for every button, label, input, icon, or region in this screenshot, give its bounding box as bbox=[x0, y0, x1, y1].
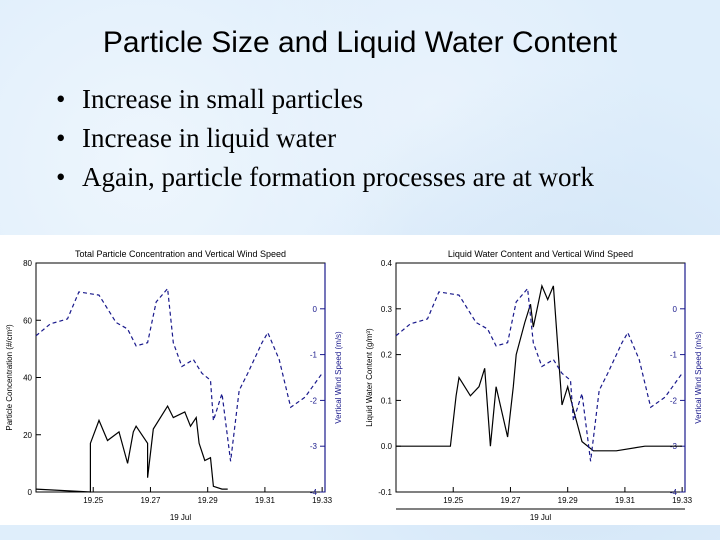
x-tick-label: 19.29 bbox=[558, 496, 579, 505]
x-tick-label: 19.25 bbox=[443, 496, 464, 505]
y2-tick-label: -2 bbox=[670, 396, 678, 405]
x-axis-label: 19 Jul bbox=[530, 513, 552, 522]
y-tick-label: 0.2 bbox=[381, 351, 393, 360]
liquid-water-chart: Liquid Water Content and Vertical Wind S… bbox=[365, 249, 703, 522]
y-tick-label: 80 bbox=[23, 259, 32, 268]
y2-tick-label: -3 bbox=[310, 442, 318, 451]
y2-tick-label: -2 bbox=[310, 396, 318, 405]
y-tick-label: 0.4 bbox=[381, 259, 393, 268]
y-axis-label: Particle Concentration (#/cm³) bbox=[5, 324, 14, 431]
y2-tick-label: 0 bbox=[313, 305, 318, 314]
y2-tick-label: -1 bbox=[310, 351, 318, 360]
x-tick-label: 19.33 bbox=[312, 496, 333, 505]
y2-tick-label: -4 bbox=[310, 488, 318, 497]
plot-frame bbox=[395, 262, 686, 493]
charts-area: Total Particle Concentration and Vertica… bbox=[0, 235, 720, 525]
x-tick-label: 19.31 bbox=[255, 496, 276, 505]
y-axis-label: Liquid Water Content (g/m³) bbox=[365, 328, 374, 427]
y2-axis-label: Vertical Wind Speed (m/s) bbox=[694, 331, 703, 424]
y-tick-label: 0.3 bbox=[381, 305, 393, 314]
y-tick-label: -0.1 bbox=[378, 488, 392, 497]
bullet-item: Increase in liquid water bbox=[50, 119, 594, 158]
bullet-list: Increase in small particles Increase in … bbox=[50, 80, 594, 197]
y2-tick-label: -4 bbox=[670, 488, 678, 497]
wind-speed-line bbox=[35, 287, 323, 462]
slide-title: Particle Size and Liquid Water Content bbox=[102, 26, 618, 59]
x-tick-label: 19.33 bbox=[672, 496, 693, 505]
y-tick-label: 60 bbox=[23, 316, 32, 325]
wind-speed-line bbox=[395, 287, 683, 462]
y2-tick-label: -1 bbox=[670, 351, 678, 360]
chart-title: Liquid Water Content and Vertical Wind S… bbox=[448, 249, 633, 259]
primary-series-line bbox=[396, 283, 683, 452]
x-tick-label: 19.27 bbox=[500, 496, 521, 505]
y-tick-label: 40 bbox=[23, 374, 32, 383]
y2-axis-label: Vertical Wind Speed (m/s) bbox=[334, 331, 343, 424]
x-tick-label: 19.31 bbox=[615, 496, 636, 505]
chart-title: Total Particle Concentration and Vertica… bbox=[75, 249, 286, 259]
bullet-item: Again, particle formation processes are … bbox=[50, 158, 594, 197]
primary-series-line bbox=[35, 404, 228, 493]
y-tick-label: 0.1 bbox=[381, 396, 393, 405]
x-tick-label: 19.29 bbox=[198, 496, 219, 505]
bullet-item: Increase in small particles bbox=[50, 80, 594, 119]
y2-tick-label: 0 bbox=[673, 305, 678, 314]
x-tick-label: 19.27 bbox=[140, 496, 161, 505]
y-tick-label: 0 bbox=[28, 488, 33, 497]
particle-concentration-chart: Total Particle Concentration and Vertica… bbox=[5, 249, 343, 522]
plot-frame bbox=[35, 262, 326, 493]
x-tick-label: 19.25 bbox=[83, 496, 104, 505]
x-axis-label: 19 Jul bbox=[170, 513, 192, 522]
y-tick-label: 20 bbox=[23, 431, 32, 440]
y-tick-label: 0.0 bbox=[381, 442, 393, 451]
